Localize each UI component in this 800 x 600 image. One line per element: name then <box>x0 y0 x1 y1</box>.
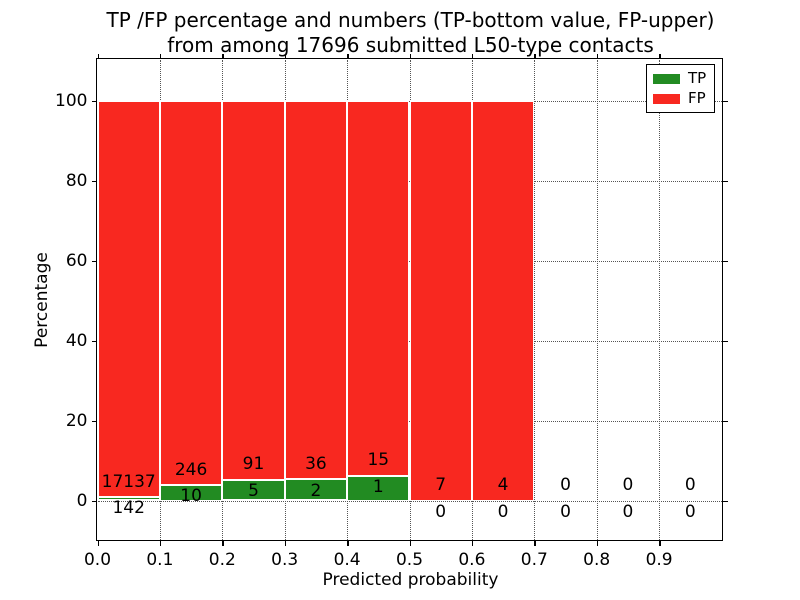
y-tick-left <box>91 260 96 262</box>
bar-segment-tp <box>97 497 160 501</box>
plot-area <box>96 58 723 541</box>
x-tick-bottom <box>471 541 474 546</box>
bar-value-label-fp: 7 <box>435 475 447 496</box>
bar-value-label-tp: 0 <box>622 501 634 522</box>
bar-value-label-fp: 0 <box>684 475 696 496</box>
y-tick-left <box>91 500 96 502</box>
bar-value-label-tp: 0 <box>560 501 571 522</box>
x-tick-top <box>659 53 661 58</box>
bar-segment-tp <box>347 475 410 501</box>
gridline-vertical <box>596 59 598 540</box>
x-tick-top <box>347 53 349 58</box>
x-tick-bottom <box>97 541 99 546</box>
x-tick-bottom <box>409 541 411 546</box>
y-tick-label: 0 <box>76 490 88 511</box>
bar-segment-fp <box>222 100 285 480</box>
x-tick-bottom <box>159 541 162 546</box>
bar-segment-fp <box>347 100 410 476</box>
bar-segment-fp <box>284 100 348 480</box>
chart-title: TP /FP percentage and numbers (TP-bottom… <box>97 8 724 58</box>
y-tick-right <box>723 180 728 182</box>
y-tick-label: 60 <box>65 250 88 271</box>
y-tick-label: 40 <box>65 330 88 351</box>
x-tick-top <box>159 53 162 58</box>
x-axis-label: Predicted probability <box>322 570 499 590</box>
chart-title-line-2: from among 17696 submitted L50-type cont… <box>167 33 654 57</box>
y-tick-label: 20 <box>65 410 88 431</box>
legend-swatch-tp <box>653 73 680 84</box>
bar-value-label-fp: 15 <box>367 450 390 471</box>
bar-segment-tp <box>284 479 348 501</box>
bar-segment-tp <box>159 484 223 501</box>
x-tick-label: 0.2 <box>208 549 236 570</box>
y-tick-left <box>91 340 96 342</box>
bar-value-label-tp: 142 <box>112 498 145 519</box>
x-tick-label: 0.8 <box>583 549 611 570</box>
y-tick-label: 100 <box>55 90 88 111</box>
x-tick-bottom <box>222 541 224 546</box>
bar-segment-fp <box>471 100 535 501</box>
y-tick-left <box>91 420 96 422</box>
x-tick-bottom <box>534 541 536 546</box>
bar-segment-fp <box>409 100 472 501</box>
bar-segment-fp <box>159 100 223 485</box>
x-tick-top <box>471 53 474 58</box>
x-tick-top <box>534 53 536 58</box>
bar-value-label-tp: 2 <box>310 480 322 501</box>
x-tick-label: 0.1 <box>146 549 174 570</box>
gridline-vertical <box>534 59 536 540</box>
bar-value-label-tp: 0 <box>435 501 447 522</box>
bar-value-label-tp: 0 <box>497 501 509 522</box>
y-tick-left <box>91 180 96 182</box>
y-tick-right <box>723 500 728 502</box>
legend-entry-fp: FP <box>653 91 708 106</box>
legend-swatch-fp <box>653 93 680 104</box>
x-tick-top <box>222 53 224 58</box>
bar-segment-tp <box>222 479 285 501</box>
y-tick-right <box>723 420 728 422</box>
x-tick-label: 0.5 <box>395 549 424 570</box>
x-tick-top <box>97 53 99 58</box>
x-tick-bottom <box>596 541 599 546</box>
x-tick-label: 0.4 <box>333 549 361 570</box>
bar-value-label-fp: 4 <box>497 475 509 496</box>
bar-value-label-fp: 91 <box>242 454 265 475</box>
bar-value-label-tp: 10 <box>180 486 202 507</box>
gridline-vertical <box>659 59 661 540</box>
x-tick-label: 0.0 <box>83 549 112 570</box>
bar-value-label-tp: 0 <box>684 501 696 522</box>
y-tick-label: 80 <box>65 170 88 191</box>
x-tick-label: 0.6 <box>458 549 486 570</box>
y-tick-left <box>91 100 96 102</box>
legend-label-fp: FP <box>688 89 706 107</box>
y-tick-right <box>723 340 728 342</box>
y-tick-right <box>723 100 728 102</box>
bar-value-label-fp: 17137 <box>101 472 156 492</box>
bar-segment-fp <box>97 100 160 498</box>
y-tick-right <box>723 260 728 262</box>
chart-title-line-1: TP /FP percentage and numbers (TP-bottom… <box>106 8 715 32</box>
bar-value-label-tp: 5 <box>248 480 259 501</box>
x-tick-bottom <box>284 541 287 546</box>
legend-label-tp: TP <box>688 69 707 87</box>
bar-value-label-tp: 1 <box>372 476 384 497</box>
bar-value-label-fp: 246 <box>174 459 208 480</box>
legend: TP FP <box>646 64 715 113</box>
x-tick-label: 0.7 <box>520 549 548 570</box>
x-tick-bottom <box>347 541 349 546</box>
gridline-horizontal <box>97 500 722 502</box>
x-tick-top <box>284 53 287 58</box>
x-tick-top <box>596 53 599 58</box>
x-tick-top <box>409 53 411 58</box>
x-tick-bottom <box>659 541 661 546</box>
x-tick-label: 0.9 <box>645 549 673 570</box>
bar-value-label-fp: 0 <box>622 475 634 496</box>
bar-value-label-fp: 36 <box>305 454 327 475</box>
x-tick-label: 0.3 <box>271 549 299 570</box>
bar-value-label-fp: 0 <box>560 475 571 496</box>
legend-entry-tp: TP <box>653 71 708 86</box>
